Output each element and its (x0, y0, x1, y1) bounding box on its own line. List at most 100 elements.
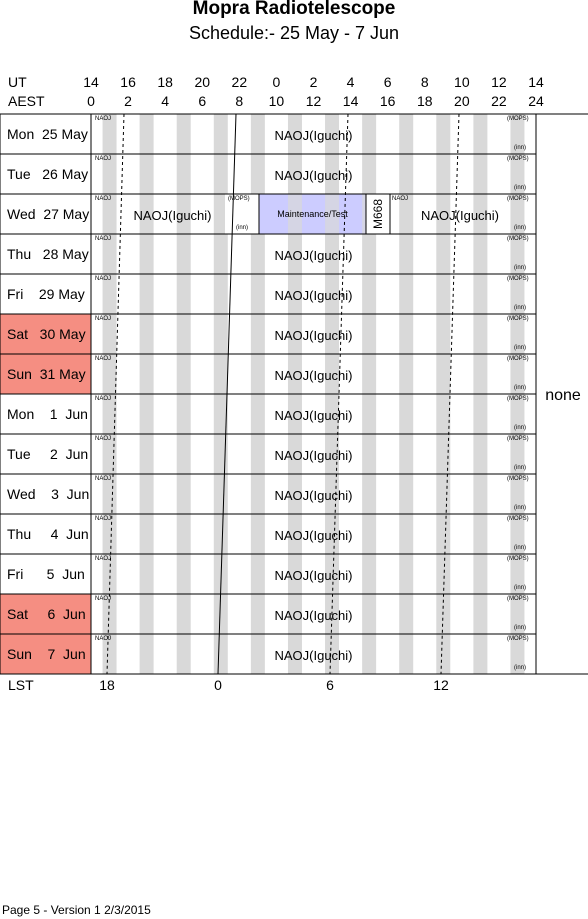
aest-tick-label: 8 (235, 93, 244, 109)
ut-tick-label: 2 (309, 74, 318, 90)
block-label: NAOJ(Iguchi) (274, 528, 353, 543)
naoj-small-label: NAOJ (95, 196, 112, 202)
block-label: NAOJ(Iguchi) (133, 208, 212, 223)
ut-tick-label: 12 (491, 74, 507, 90)
ut-tick-label: 0 (272, 74, 281, 90)
m668-block (366, 194, 390, 234)
mops-small-label: (MOPS) (507, 156, 529, 162)
aest-tick-label: 6 (198, 93, 207, 109)
naoj-small-label: NAOJ (95, 516, 112, 522)
aest-tick-label: 20 (454, 93, 470, 109)
block-label: NAOJ(Iguchi) (274, 368, 353, 383)
inn-small-label: (inn) (514, 185, 527, 191)
naoj-small-label: NAOJ (95, 556, 112, 562)
aest-tick-label: 18 (416, 93, 433, 109)
mops-small-label: (MOPS) (228, 196, 250, 202)
day-label: Fri 5 Jun (7, 566, 85, 582)
naoj-small-label: NAOJ (95, 276, 112, 282)
lst-tick-label: 12 (433, 677, 449, 693)
aest-axis-label: AEST (8, 93, 45, 109)
ut-tick-label: 6 (383, 74, 392, 90)
aest-tick-label: 12 (305, 93, 322, 109)
ut-tick-label: 22 (231, 74, 248, 90)
block-label: NAOJ(Iguchi) (274, 168, 353, 183)
inn-small-label: (inn) (514, 345, 527, 351)
naoj-small-label: NAOJ (95, 156, 112, 162)
inn-small-label: (inn) (514, 665, 527, 671)
mops-small-label: (MOPS) (507, 276, 529, 282)
inn-small-label: (inn) (514, 145, 527, 151)
day-label: Mon 25 May (7, 126, 88, 142)
mops-small-label: (MOPS) (507, 636, 529, 642)
mops-small-label: (MOPS) (507, 236, 529, 242)
ut-tick-label: 20 (194, 74, 211, 90)
lst-line-0 (217, 113, 237, 675)
day-label: Sat 6 Jun (0, 594, 91, 634)
maintenance-block (259, 194, 366, 234)
day-label: Wed 3 Jun (7, 486, 90, 502)
inn-small-label: (inn) (514, 385, 527, 391)
day-label: Wed 27 May (7, 206, 90, 222)
block-label: NAOJ(Iguchi) (420, 208, 500, 223)
aest-tick-label: 0 (87, 93, 95, 109)
mops-small-label: (MOPS) (507, 356, 529, 362)
ut-axis-label: UT (8, 74, 27, 90)
day-label: Tue 2 Jun (7, 446, 89, 462)
mops-small-label: (MOPS) (507, 316, 529, 322)
block-label: NAOJ(Iguchi) (274, 128, 353, 143)
day-label: Tue 26 May (7, 166, 89, 182)
inn-small-label: (inn) (514, 585, 527, 591)
aest-tick-label: 22 (491, 93, 507, 109)
day-label: Mon 1 Jun (7, 406, 88, 422)
mops-small-label: (MOPS) (507, 396, 529, 402)
lst-tick-label: 18 (99, 677, 115, 693)
naoj-small-label: NAOJ (95, 116, 112, 122)
day-label: Thu 28 May (7, 246, 89, 262)
aest-tick-label: 4 (161, 93, 170, 109)
day-label: Sun 7 Jun (0, 634, 91, 674)
block-label: NAOJ(Iguchi) (274, 408, 353, 423)
lst-tick-label: 0 (214, 677, 222, 693)
inn-small-label: (inn) (514, 545, 527, 551)
naoj-small-label: NAOJ (392, 196, 409, 202)
schedule-subtitle: Schedule:- 25 May - 7 Jun (188, 23, 400, 43)
ut-tick-label: 14 (83, 74, 99, 90)
ut-tick-label: 14 (528, 74, 544, 90)
inn-small-label: (inn) (514, 465, 527, 471)
wed-gap (225, 194, 259, 234)
mops-small-label: (MOPS) (507, 116, 529, 122)
mops-small-label: (MOPS) (507, 436, 529, 442)
inn-small-label: (inn) (514, 625, 527, 631)
mops-small-label: (MOPS) (507, 476, 529, 482)
block-label: NAOJ(Iguchi) (274, 608, 353, 623)
inn-small-label: (inn) (514, 265, 527, 271)
ut-tick-label: 8 (420, 74, 429, 90)
aest-tick-label: 14 (342, 93, 359, 109)
aest-tick-label: 10 (268, 93, 285, 109)
aest-tick-label: 24 (528, 93, 544, 109)
page-footer: Page 5 - Version 1 2/3/2015 (2, 903, 151, 917)
naoj-small-label: NAOJ (95, 596, 112, 602)
maintenance-label: Maintenance/Test (277, 209, 348, 219)
naoj-small-label: NAOJ (95, 316, 112, 322)
naoj-small-label: NAOJ (95, 356, 112, 362)
day-label: Sat 30 May (0, 314, 91, 354)
naoj-small-label: NAOJ (95, 396, 112, 402)
maintenance-stripe (325, 194, 340, 234)
block-label: NAOJ(Iguchi) (274, 568, 353, 583)
block-label: NAOJ(Iguchi) (274, 448, 353, 463)
aest-tick-label: 16 (379, 93, 396, 109)
mops-small-label: (MOPS) (507, 596, 529, 602)
naoj-small-label: NAOJ (95, 476, 112, 482)
inn-small-label: (inn) (514, 425, 527, 431)
m668-label: M668 (371, 198, 385, 230)
inn-small-label: (inn) (514, 225, 527, 231)
maintenance-stripe (287, 194, 302, 234)
inn-small-label: (inn) (514, 505, 527, 511)
naoj-small-label: NAOJ (95, 636, 112, 642)
inn-small-label: (inn) (236, 225, 249, 231)
ut-tick-label: 18 (157, 74, 173, 90)
lst-tick-label: 6 (326, 677, 334, 693)
mops-small-label: (MOPS) (507, 196, 529, 202)
